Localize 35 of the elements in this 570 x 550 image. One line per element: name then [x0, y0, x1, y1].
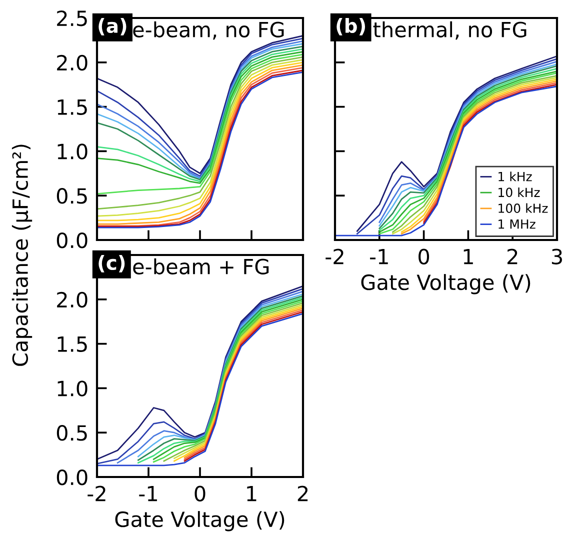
chart-title: thermal, no FG: [373, 21, 526, 40]
annotation: (b): [336, 18, 366, 36]
y-tick-label: 1.0: [58, 380, 88, 396]
annotation: (a): [98, 18, 126, 36]
x-axis-title: Gate Voltage (V): [361, 274, 530, 294]
x-tick-label: 2: [298, 486, 308, 502]
y-tick-label: 2.0: [57, 292, 88, 308]
x-axis-title: Gate Voltage (V): [115, 511, 284, 532]
x-tick-label: 1: [247, 486, 256, 502]
y-axis-title: Capacitance (µF/cm²): [12, 144, 32, 366]
x-tick-label: -1: [139, 486, 157, 502]
y-tick-label: 0.5: [56, 425, 87, 441]
chart-title: e-beam + FG: [133, 258, 269, 274]
chart-title: e-beam, no FG: [133, 21, 284, 40]
y-tick-label: 1.5: [58, 100, 87, 116]
x-tick-label: 0: [418, 248, 430, 264]
x-tick-label: 0: [194, 486, 206, 502]
y-tick-label: 2.5: [57, 10, 87, 26]
x-tick-label: 1: [464, 248, 473, 264]
y-tick-label: 0.0: [56, 232, 88, 248]
x-tick-label: 3: [552, 248, 562, 264]
y-tick-label: 0.0: [56, 469, 88, 486]
x-tick-label: -2: [88, 486, 106, 502]
annotation: (c): [98, 255, 125, 272]
legend-label: 10 kHz: [498, 187, 540, 198]
x-tick-label: -2: [326, 248, 344, 264]
x-tick-label: -1: [370, 248, 388, 264]
y-tick-label: 1.0: [58, 144, 88, 160]
y-tick-label: 1.5: [58, 336, 87, 352]
legend-label: 1 MHz: [498, 220, 536, 229]
legend-label: 100 kHz: [498, 203, 548, 213]
legend-label: 1 kHz: [498, 172, 532, 182]
y-tick-label: 0.5: [56, 188, 87, 204]
y-tick-label: 2.0: [57, 54, 88, 71]
x-tick-label: 2: [508, 248, 518, 264]
